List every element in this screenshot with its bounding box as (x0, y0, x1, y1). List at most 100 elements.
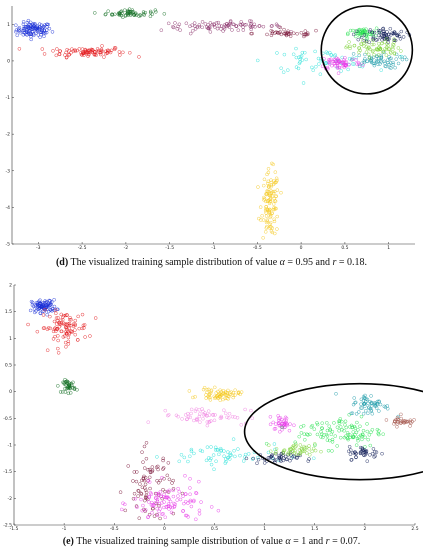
data-point (29, 32, 34, 37)
data-point (366, 411, 370, 416)
data-point (288, 452, 292, 456)
data-point (181, 494, 185, 498)
data-point (264, 207, 268, 211)
data-point (15, 33, 19, 38)
data-point (113, 12, 117, 17)
data-point (33, 310, 37, 315)
data-point (212, 467, 216, 472)
x-tick-label: 0 (300, 245, 303, 250)
data-point (158, 507, 162, 511)
y-tick-label: -5 (6, 242, 11, 248)
data-point (192, 418, 196, 423)
data-point (47, 304, 51, 309)
data-point (360, 42, 364, 47)
data-point (273, 426, 278, 431)
cluster-navy (244, 450, 311, 466)
data-point (256, 185, 260, 189)
data-point (162, 476, 166, 481)
data-point (66, 335, 71, 340)
data-point (158, 490, 163, 494)
cluster-teal (334, 392, 401, 419)
data-point (310, 449, 314, 454)
data-point (346, 436, 350, 441)
data-point (163, 408, 168, 413)
data-point (392, 37, 396, 41)
data-point (364, 40, 369, 45)
data-point (377, 399, 381, 403)
data-point (90, 47, 95, 52)
caption-d-r-value: = 0.18. (338, 257, 368, 268)
data-point (359, 406, 363, 410)
data-point (81, 51, 85, 55)
data-point (359, 433, 363, 438)
data-point (77, 326, 81, 331)
data-point (384, 53, 389, 57)
data-point (68, 391, 73, 395)
data-point (238, 22, 242, 27)
data-point (32, 33, 36, 38)
data-point (142, 466, 147, 470)
data-point (343, 63, 347, 68)
data-point (200, 449, 205, 454)
data-point (274, 30, 278, 34)
data-point (224, 411, 228, 416)
data-point (381, 29, 386, 34)
data-point (171, 511, 176, 516)
data-point (69, 317, 73, 322)
data-point (188, 492, 192, 497)
data-point (229, 453, 233, 457)
data-point (200, 20, 205, 24)
y-tick-label: -1 (8, 443, 13, 449)
data-point (185, 417, 189, 422)
data-point (264, 192, 268, 196)
data-point (173, 502, 177, 507)
cluster-red (26, 307, 98, 355)
data-point (354, 412, 359, 416)
data-point (273, 422, 278, 426)
data-point (273, 451, 278, 456)
data-point (215, 26, 220, 31)
data-point (231, 393, 236, 397)
data-point (45, 327, 50, 331)
data-point (225, 391, 230, 395)
data-point (249, 408, 253, 413)
data-point (294, 452, 299, 457)
data-point (362, 60, 366, 65)
data-point (351, 32, 356, 37)
data-point (375, 399, 380, 404)
data-point (280, 427, 284, 432)
data-point (17, 47, 22, 51)
data-point (73, 318, 78, 323)
data-point (213, 385, 217, 390)
data-point (80, 312, 85, 317)
data-point (233, 454, 237, 459)
data-point (260, 213, 264, 218)
data-point (325, 51, 330, 56)
data-point (186, 459, 190, 464)
data-point (148, 11, 153, 15)
data-point (344, 45, 348, 50)
data-point (82, 51, 87, 55)
data-point (183, 413, 188, 417)
data-point (273, 199, 278, 203)
data-point (67, 53, 71, 57)
data-point (219, 415, 224, 420)
data-point (224, 24, 228, 28)
data-point (165, 495, 170, 499)
cluster-magenta (268, 414, 296, 434)
data-point (102, 55, 106, 59)
data-point (198, 420, 202, 424)
data-point (401, 419, 406, 423)
data-point (264, 192, 269, 197)
data-point (352, 435, 356, 439)
data-point (279, 66, 283, 70)
data-point (14, 29, 18, 34)
data-point (274, 180, 279, 184)
data-point (358, 451, 363, 455)
data-point (285, 422, 289, 426)
data-point (241, 28, 246, 32)
data-point (325, 421, 329, 425)
data-point (337, 419, 342, 423)
data-point (199, 500, 203, 504)
data-point (200, 25, 204, 30)
